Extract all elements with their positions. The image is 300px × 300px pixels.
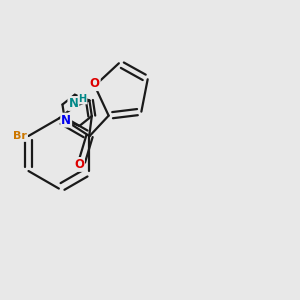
Text: O: O bbox=[74, 158, 84, 171]
Text: Br: Br bbox=[13, 131, 27, 141]
Text: O: O bbox=[90, 77, 100, 90]
Text: N: N bbox=[68, 97, 78, 110]
Text: H: H bbox=[78, 94, 87, 103]
Text: N: N bbox=[61, 114, 71, 127]
